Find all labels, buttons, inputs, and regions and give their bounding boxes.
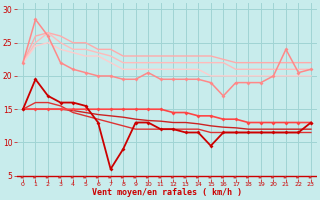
X-axis label: Vent moyen/en rafales ( km/h ): Vent moyen/en rafales ( km/h ) — [92, 188, 242, 197]
